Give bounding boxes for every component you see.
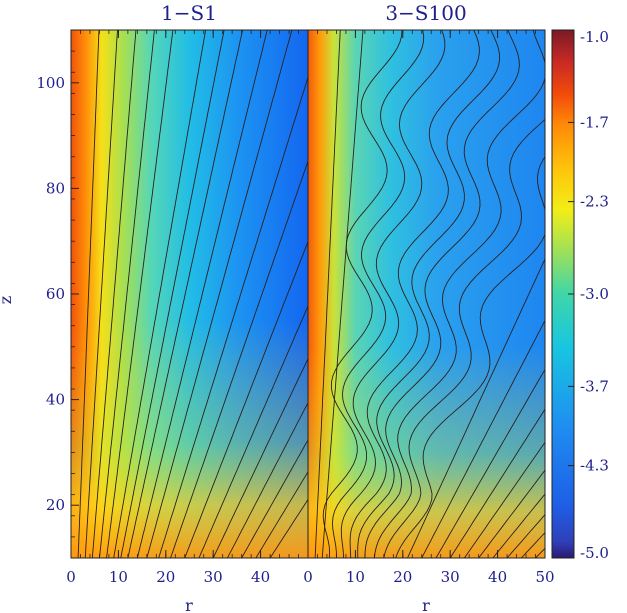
field-line	[435, 368, 545, 558]
field-line	[314, 30, 341, 558]
field-line	[322, 30, 403, 558]
y-tick-label: 80	[46, 179, 65, 197]
field-line	[395, 156, 545, 558]
field-line	[364, 30, 520, 558]
field-line	[146, 30, 293, 558]
colorbar-tick-label: -1.7	[580, 113, 609, 131]
field-line	[98, 30, 155, 558]
y-tick-label: 100	[36, 74, 65, 92]
field-line	[170, 159, 308, 558]
field-line	[241, 439, 308, 558]
y-tick-label: 40	[46, 391, 65, 409]
x-tick-label: 10	[109, 568, 128, 586]
field-line	[383, 118, 545, 558]
colorbar-tick-label: -3.0	[580, 285, 609, 303]
field-line	[106, 30, 174, 558]
x-tick-label: 20	[393, 568, 412, 586]
field-line	[158, 75, 308, 558]
field-line	[113, 30, 207, 558]
panel-2-frame	[307, 29, 546, 559]
field-line	[464, 441, 545, 558]
x-tick-label: 10	[346, 568, 365, 586]
field-line	[407, 257, 545, 558]
x-tick-label: 30	[204, 568, 223, 586]
x-tick-label: 40	[251, 568, 270, 586]
colorbar: -1.0 -1.7 -2.3 -3.0 -3.7 -4.3 -5.0	[551, 28, 609, 562]
x-tick-label: 40	[488, 568, 507, 586]
x-tick-label: 20	[156, 568, 175, 586]
panel-2-title: 3−S100	[385, 1, 466, 25]
field-line	[227, 401, 308, 558]
panel-1-base-glow	[71, 30, 308, 558]
field-line	[332, 30, 425, 558]
field-line	[321, 30, 364, 558]
x-tick-label: 0	[66, 568, 76, 586]
panel-2-field-lines	[314, 30, 545, 558]
panel-1-title: 1−S1	[161, 1, 217, 25]
field-line	[198, 304, 308, 558]
field-line	[127, 30, 244, 558]
field-line	[91, 30, 137, 558]
colorbar-tick-label: -3.7	[580, 377, 609, 395]
x-axis-label-right: r	[422, 596, 430, 613]
x-tick-label: 50	[535, 568, 554, 586]
field-line	[349, 30, 480, 558]
x-tick-label: 0	[303, 568, 313, 586]
y-axis-label: z	[0, 296, 15, 304]
panel-2: 0 10 20 30 40 50	[303, 29, 555, 586]
panel-1-ticks: 0 10 20 30 40 20 40 60 80 100	[36, 29, 309, 586]
colorbar-ticks: -1.0 -1.7 -2.3 -3.0 -3.7 -4.3 -5.0	[568, 28, 609, 562]
y-tick-label: 60	[46, 285, 65, 303]
panel-2-base-glow	[308, 30, 545, 558]
colorbar-tick-label: -4.3	[580, 457, 609, 475]
field-line	[340, 30, 446, 558]
field-line	[184, 240, 308, 558]
field-line	[77, 30, 100, 558]
panel-1: 0 10 20 30 40 20 40 60 80 100	[36, 29, 309, 586]
colorbar-tick-label: -5.0	[580, 544, 609, 562]
field-line	[136, 30, 268, 558]
field-line	[357, 30, 501, 558]
field-line	[84, 30, 118, 558]
field-line	[373, 30, 545, 558]
field-line	[120, 30, 225, 558]
field-line	[421, 319, 545, 558]
x-tick-label: 30	[441, 568, 460, 586]
y-tick-label: 20	[46, 496, 65, 514]
colorbar-tick-label: -1.0	[580, 28, 609, 46]
panel-2-ticks: 0 10 20 30 40 50	[303, 30, 555, 586]
field-line	[212, 357, 308, 558]
panel-1-field-lines	[77, 30, 308, 558]
x-axis-label-left: r	[185, 596, 193, 613]
field-line	[449, 408, 545, 558]
colorbar-tick-label: -2.3	[580, 193, 609, 211]
